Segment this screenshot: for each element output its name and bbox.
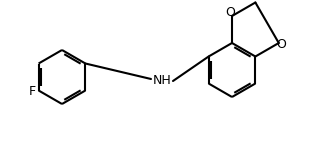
Text: O: O — [276, 38, 286, 52]
Text: F: F — [29, 85, 36, 98]
Text: O: O — [225, 5, 235, 19]
Text: NH: NH — [153, 74, 171, 86]
